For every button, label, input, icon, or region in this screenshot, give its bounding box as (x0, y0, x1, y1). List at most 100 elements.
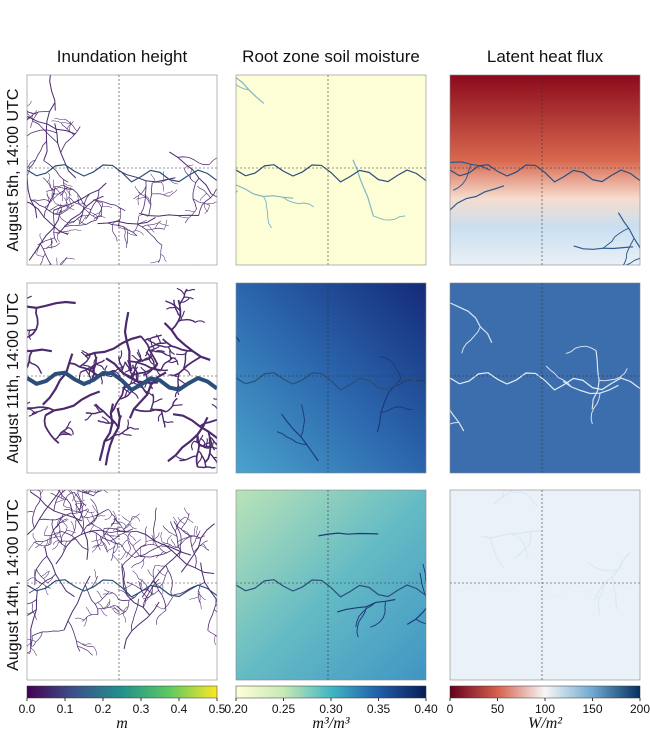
river (149, 338, 155, 349)
river (27, 490, 61, 536)
river (74, 499, 85, 502)
river (103, 534, 114, 537)
river (36, 243, 41, 253)
river (85, 510, 95, 513)
river (128, 540, 140, 557)
river (45, 585, 49, 596)
river (91, 522, 106, 535)
river (65, 198, 68, 209)
river (159, 222, 169, 226)
river (37, 237, 55, 245)
river (50, 535, 61, 539)
river (62, 184, 87, 207)
river (112, 370, 121, 378)
river (122, 605, 129, 615)
river (406, 607, 426, 625)
river (100, 536, 109, 553)
river (73, 491, 83, 523)
river (31, 602, 37, 620)
river (55, 529, 101, 565)
river (32, 497, 42, 529)
river (573, 245, 634, 250)
map-content (433, 490, 640, 680)
river (92, 210, 102, 217)
map-frame (449, 74, 641, 266)
river (220, 448, 229, 451)
river (82, 490, 101, 493)
river (175, 516, 186, 532)
river (33, 121, 58, 144)
river (43, 41, 51, 47)
river (59, 179, 66, 197)
river (53, 210, 58, 243)
river (160, 570, 169, 587)
river (46, 192, 52, 202)
river (195, 535, 206, 539)
river (184, 209, 195, 212)
river (185, 516, 194, 524)
river (32, 532, 37, 542)
river (27, 300, 76, 310)
river (41, 35, 55, 46)
river (57, 516, 61, 527)
colorbar-tick-label: 50 (491, 702, 505, 716)
river (123, 522, 132, 530)
river (204, 431, 212, 464)
river (177, 516, 185, 525)
river (27, 652, 30, 654)
river (35, 40, 44, 44)
river (155, 220, 162, 229)
river (514, 531, 532, 559)
river (156, 610, 167, 625)
river (54, 123, 77, 179)
river (123, 311, 133, 372)
river (94, 199, 126, 212)
river (27, 348, 52, 353)
river (40, 243, 52, 265)
main-river (27, 579, 217, 598)
river (50, 514, 64, 544)
river (76, 503, 85, 511)
river (28, 360, 43, 375)
river (172, 357, 179, 366)
river (46, 193, 50, 204)
river (65, 258, 75, 260)
river (160, 253, 167, 263)
river (223, 607, 230, 614)
river (193, 540, 208, 553)
river (32, 199, 50, 203)
river (45, 53, 53, 59)
river (433, 561, 443, 591)
river (38, 490, 39, 491)
map-content (450, 75, 640, 265)
river (126, 360, 131, 370)
river (83, 208, 99, 220)
river (197, 593, 206, 601)
river (61, 527, 68, 544)
colorbar-tick-label: 0.20 (224, 702, 248, 716)
river (151, 193, 170, 197)
river (170, 299, 182, 331)
river (28, 573, 56, 594)
river (63, 191, 69, 201)
river (127, 531, 132, 549)
river (27, 611, 33, 614)
map-content (236, 490, 426, 680)
column-title: Latent heat flux (487, 47, 604, 66)
river (97, 604, 116, 610)
river (160, 357, 174, 371)
river (76, 199, 92, 211)
river (236, 184, 294, 199)
river (85, 410, 104, 415)
river (43, 102, 56, 161)
river (217, 606, 227, 607)
river (419, 572, 426, 598)
river (130, 374, 134, 385)
river (70, 520, 75, 531)
river (43, 160, 69, 183)
river (352, 159, 374, 217)
river (173, 521, 202, 539)
river (95, 515, 106, 517)
map-panel (235, 74, 427, 266)
river (74, 482, 83, 486)
